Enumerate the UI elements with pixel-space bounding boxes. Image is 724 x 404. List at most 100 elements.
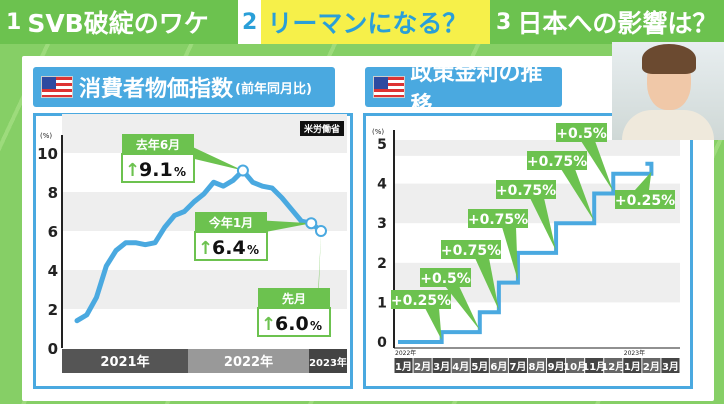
hike-pointer [581, 141, 614, 192]
us-flag-icon [41, 76, 73, 98]
hike-pointer [475, 258, 499, 311]
tab-1[interactable]: 1 SVB破綻のワケ [0, 0, 238, 44]
cpi-title-note: (前年同月比) [235, 81, 312, 97]
callout-value: 9.1 [139, 159, 173, 181]
y-tick-label: 5 [377, 137, 387, 153]
hike-pointer [561, 169, 595, 222]
up-arrow-icon: ↑ [198, 238, 213, 259]
hike-pointer [445, 286, 480, 331]
hike-label: +0.25% [391, 293, 451, 309]
tab-number: 3 [496, 9, 512, 35]
hike-label: +0.25% [615, 193, 675, 209]
hike-label: +0.75% [468, 212, 528, 228]
y-tick-label: 1 [377, 295, 387, 311]
month-label: 8月 [529, 361, 546, 373]
rate-title-text: 政策金利の推移 [410, 61, 543, 118]
month-label: 12月 [601, 361, 625, 373]
hike-pointer [502, 227, 518, 281]
month-label: 10月 [563, 361, 587, 373]
year-label: 2022年 [224, 354, 273, 370]
month-cell [508, 358, 527, 373]
callout-label: 先月 [282, 291, 306, 306]
y-tick-label: 0 [48, 340, 58, 358]
data-point-marker [236, 164, 249, 177]
month-cell [623, 358, 642, 373]
us-flag-icon [373, 76, 405, 98]
callout-body [121, 153, 195, 183]
y-tick-label: 4 [377, 177, 387, 193]
tab-label: 日本への影響は？ [517, 9, 718, 38]
month-label: 9月 [548, 361, 565, 373]
y-tick-label: 0 [377, 335, 387, 351]
y-tick-label: 10 [37, 145, 58, 163]
presenter-hair [642, 44, 696, 74]
hike-label: +0.5% [420, 271, 471, 287]
month-label: 1月 [395, 361, 412, 373]
up-arrow-icon: ↑ [125, 160, 140, 181]
presenter-video [612, 42, 724, 140]
month-label: 5月 [471, 361, 488, 373]
month-label: 7月 [509, 361, 526, 373]
y-tick-label: 8 [48, 184, 58, 202]
presenter-shirt [622, 110, 714, 140]
month-cell [451, 358, 470, 373]
tab-label: リーマンになる？ [267, 9, 468, 38]
hike-pointer [530, 198, 557, 251]
callout-label: 去年6月 [136, 137, 180, 152]
hike-pointer [425, 308, 442, 340]
callout-label: 今年1月 [208, 215, 253, 230]
month-cell [642, 358, 661, 373]
hike-label-bg [441, 240, 501, 259]
month-cell [547, 358, 566, 373]
topic-tabs: 1 SVB破綻のワケ 2 リーマンになる？ 3 日本への影響は？ [0, 0, 724, 44]
up-arrow-icon: ↑ [261, 314, 276, 335]
rate-title: 政策金利の推移 [365, 61, 562, 118]
hike-label-bg [468, 209, 528, 228]
month-label: 11月 [582, 361, 606, 373]
callout-unit: % [174, 165, 186, 179]
month-label: 4月 [452, 361, 469, 373]
month-cell [527, 358, 547, 373]
rate-step-line [398, 161, 654, 344]
month-label: 3月 [662, 361, 679, 373]
callout-value: 6.4 [212, 237, 246, 259]
month-label: 6月 [490, 361, 507, 373]
hike-label-bg [615, 190, 675, 209]
year-label: 2022年 [395, 349, 416, 357]
y-tick-label: 3 [377, 216, 387, 232]
month-label: 3月 [433, 361, 450, 373]
hike-label-bg [556, 123, 607, 142]
cpi-title-text: 消費者物価指数 [79, 77, 234, 102]
callout-pointer [255, 220, 312, 234]
month-label: 1月 [624, 361, 641, 373]
year-band [62, 349, 188, 373]
y-tick-label: 2 [377, 256, 387, 272]
tab-3[interactable]: 3 日本への影響は？ [490, 0, 724, 44]
callout-header [122, 134, 194, 154]
month-cell [413, 358, 432, 373]
month-label: 2月 [414, 361, 431, 373]
y-tick-label: 2 [48, 301, 58, 319]
callout-header [195, 212, 267, 232]
data-point-marker [305, 217, 318, 230]
callout-body [257, 307, 331, 337]
tab-number: 1 [6, 9, 22, 35]
month-cell [604, 358, 623, 373]
hike-label-bg [391, 290, 451, 309]
tab-2[interactable]: 2 リーマンになる？ [238, 0, 490, 44]
hike-label-bg [496, 180, 556, 199]
grid-band [394, 140, 680, 156]
month-cell [585, 358, 604, 373]
tab-number: 2 [238, 0, 262, 44]
y-unit-label: (%) [40, 132, 52, 140]
year-label: 2023年 [624, 349, 645, 357]
source-label: 米労働省 [300, 121, 345, 136]
y-tick-label: 4 [48, 262, 58, 280]
hike-label: +0.5% [556, 126, 607, 142]
year-band [309, 349, 347, 373]
cpi-title: 消費者物価指数 (前年同月比) [33, 67, 335, 107]
month-cell [566, 358, 585, 373]
y-tick-label: 6 [48, 223, 58, 241]
